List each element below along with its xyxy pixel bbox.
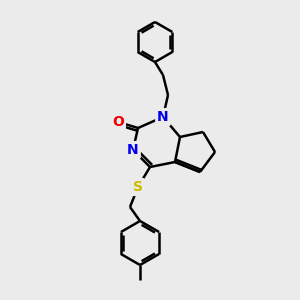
Text: O: O	[112, 115, 124, 129]
Text: N: N	[157, 110, 169, 124]
Text: N: N	[127, 143, 139, 157]
Text: S: S	[133, 180, 143, 194]
